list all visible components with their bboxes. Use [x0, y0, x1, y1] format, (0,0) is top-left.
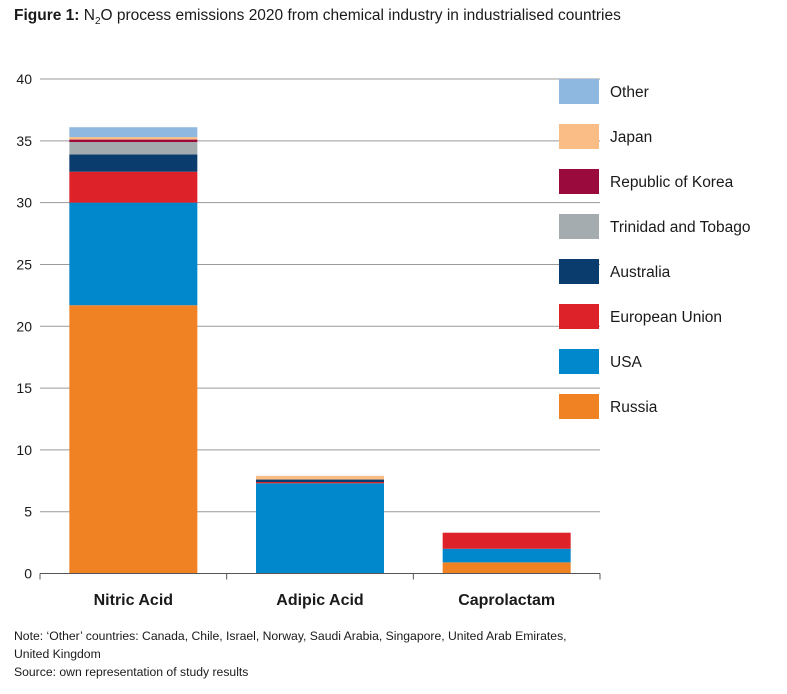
y-tick-label: 25: [16, 256, 32, 272]
bar-segment: [69, 202, 198, 306]
y-tick-label: 0: [24, 566, 32, 582]
note-line-1: Note: ‘Other’ countries: Canada, Chile, …: [14, 629, 567, 643]
note-line-2: United Kingdom: [14, 647, 101, 661]
source-line: Source: own representation of study resu…: [14, 665, 249, 679]
legend-swatch: [559, 214, 599, 239]
bar-segment: [442, 548, 571, 563]
chart-title: Figure 1: N2O process emissions 2020 fro…: [14, 7, 621, 27]
legend-label: Japan: [610, 129, 652, 146]
title-pre-sub: N: [83, 7, 95, 24]
bar-segment: [69, 142, 198, 155]
legend: Other Japan Republic of Korea Trinidad and …: [559, 79, 750, 419]
y-tick-label: 40: [16, 71, 32, 87]
legend-swatch: [559, 394, 599, 419]
y-tick-label: 20: [16, 318, 32, 334]
chart-notes: Note: ‘Other’ countries: Canada, Chile, …: [14, 627, 654, 681]
bar-segment: [256, 475, 384, 480]
legend-swatch: [559, 79, 599, 104]
title-text: O process emissions 2020 from chemical i…: [100, 7, 621, 24]
y-axis-tick-labels: 0 5 10 15 20 25 30 35 40: [16, 71, 32, 582]
legend-label: Australia: [610, 264, 671, 281]
bar-segment: [69, 154, 198, 172]
bar-segment: [256, 483, 384, 574]
y-tick-label: 35: [16, 133, 32, 149]
legend-swatch: [559, 349, 599, 374]
bar-segment: [442, 562, 571, 574]
legend-label: USA: [610, 354, 643, 371]
x-axis-category-labels: Nitric Acid Adipic Acid Caprolactam: [94, 592, 556, 609]
legend-label: Russia: [610, 399, 658, 416]
legend-label: European Union: [610, 309, 722, 326]
bar-segment: [69, 127, 198, 138]
bar-segment: [69, 305, 198, 574]
bar-segment: [69, 139, 198, 143]
x-axis: [39, 573, 601, 580]
legend-swatch: [559, 169, 599, 194]
legend-label: Trinidad and Tobago: [610, 219, 750, 236]
legend-label: Republic of Korea: [610, 174, 734, 191]
bar-segment: [442, 532, 571, 549]
y-tick-label: 5: [24, 504, 32, 520]
y-tick-label: 30: [16, 195, 32, 211]
y-tick-label: 15: [16, 380, 32, 396]
legend-swatch: [559, 259, 599, 284]
bar-segment: [69, 137, 198, 140]
x-category-label: Nitric Acid: [94, 592, 173, 609]
bar-segment: [69, 171, 198, 203]
x-category-label: Caprolactam: [458, 592, 555, 609]
bars: [69, 127, 571, 574]
legend-label: Other: [610, 84, 649, 101]
legend-swatch: [559, 304, 599, 329]
legend-swatch: [559, 124, 599, 149]
y-tick-label: 10: [16, 442, 32, 458]
bar-segment: [256, 479, 384, 483]
figure-label: Figure 1:: [14, 7, 80, 24]
title-subscript: 2: [94, 16, 101, 28]
stacked-bar-chart: 0 5 10 15 20 25 30 35 40 Nitric Acid Adipic Acid C…: [16, 71, 750, 609]
bar-segment: [256, 482, 384, 484]
x-category-label: Adipic Acid: [276, 592, 363, 609]
